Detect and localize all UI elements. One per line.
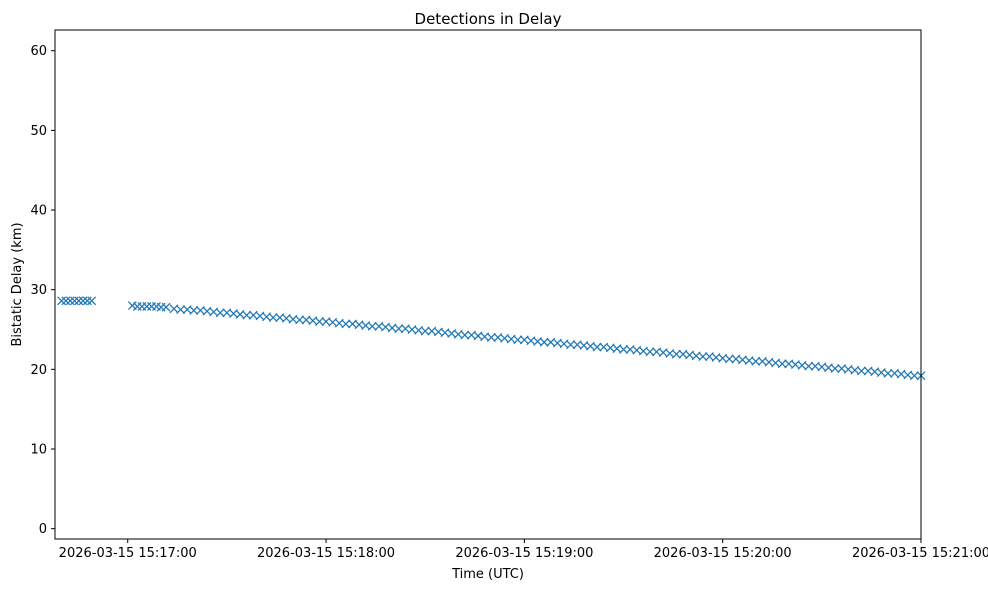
y-tick-label: 20 <box>30 363 47 378</box>
data-point <box>566 340 576 350</box>
data-point <box>78 296 88 306</box>
data-point <box>420 326 430 336</box>
data-point <box>87 296 97 306</box>
data-point <box>61 296 71 306</box>
y-tick-label: 30 <box>30 283 47 298</box>
data-point <box>751 356 761 366</box>
data-point <box>176 305 186 315</box>
data-point <box>314 317 324 326</box>
data-point <box>215 308 225 318</box>
data-point <box>74 296 84 306</box>
x-axis-label: Time (UTC) <box>451 567 524 582</box>
y-tick-label: 50 <box>30 124 47 139</box>
data-point <box>539 337 549 347</box>
data-point <box>645 347 655 357</box>
data-point <box>857 366 866 376</box>
data-point <box>367 321 377 331</box>
data-point <box>513 335 523 345</box>
x-axis: 2026-03-15 15:17:00 2026-03-15 15:18:00 20… <box>59 539 988 561</box>
data-point <box>804 361 814 371</box>
y-axis: 0 10 20 30 40 50 60 <box>30 44 55 537</box>
data-point <box>142 301 152 311</box>
plot-frame <box>54 29 922 540</box>
data-point <box>830 364 840 373</box>
plot-marks <box>57 296 926 381</box>
data-point <box>909 371 919 381</box>
data-point <box>724 354 734 364</box>
data-point <box>161 302 171 312</box>
data-point <box>486 333 496 342</box>
y-axis-label: Bistatic Delay (km) <box>10 222 25 346</box>
data-point <box>341 319 351 329</box>
data-point <box>777 359 787 369</box>
data-point <box>242 310 252 320</box>
data-point <box>65 296 75 306</box>
data-point <box>698 352 708 362</box>
x-tick-label: 2026-03-15 15:18:00 <box>257 546 395 561</box>
data-point <box>57 296 67 306</box>
data-point <box>82 296 92 306</box>
x-tick-label: 2026-03-15 15:19:00 <box>455 546 593 561</box>
y-tick-label: 10 <box>30 442 47 457</box>
data-point <box>189 305 199 315</box>
x-tick-label: 2026-03-15 15:17:00 <box>59 546 197 561</box>
data-point <box>132 301 142 311</box>
data-point <box>671 349 681 359</box>
data-point <box>883 368 893 378</box>
y-tick-label: 40 <box>30 204 47 219</box>
y-tick-label: 0 <box>39 522 47 537</box>
data-point <box>619 344 628 354</box>
x-tick-label: 2026-03-15 15:21:00 <box>852 546 988 561</box>
data-point <box>394 324 404 334</box>
data-point <box>268 313 278 322</box>
chart-title: Detections in Delay <box>415 10 562 28</box>
data-point <box>295 315 305 325</box>
data-point <box>70 296 79 306</box>
x-tick-label: 2026-03-15 15:20:00 <box>654 546 792 561</box>
data-point <box>592 342 602 352</box>
data-point <box>460 330 470 340</box>
y-tick-label: 60 <box>30 44 47 59</box>
